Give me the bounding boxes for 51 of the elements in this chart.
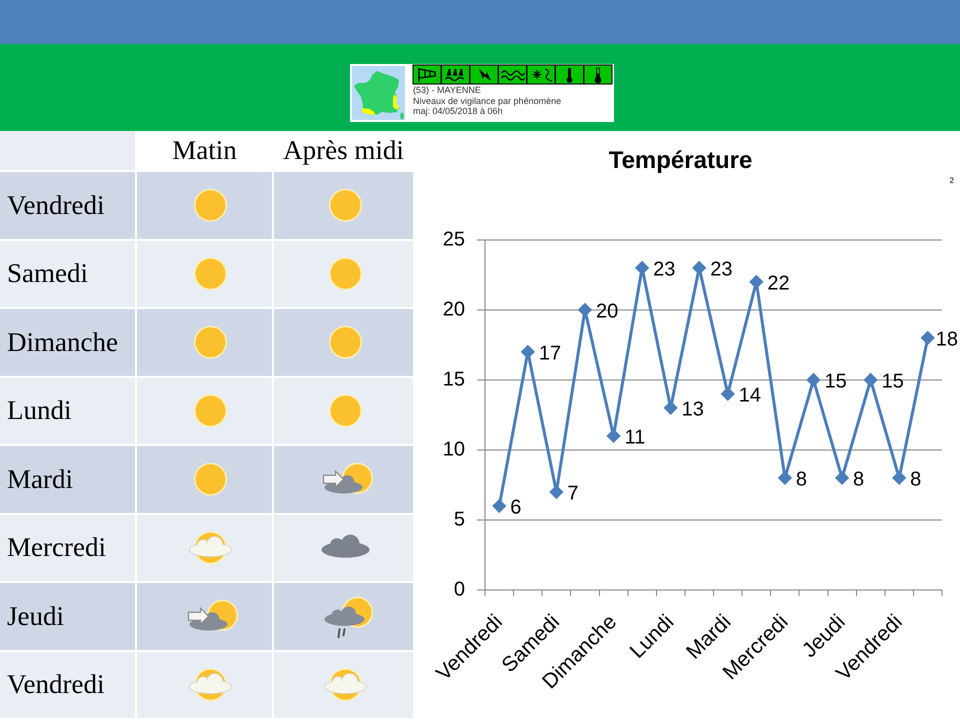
y-tick-label: 0 xyxy=(454,578,465,601)
point xyxy=(664,401,678,414)
y-tick-label: 25 xyxy=(442,228,465,250)
data-label: 23 xyxy=(653,258,676,280)
category-label: Lundi xyxy=(7,395,72,426)
category-label: Samedi xyxy=(7,258,88,288)
data-label: 8 xyxy=(796,468,808,490)
point xyxy=(750,275,763,288)
point xyxy=(521,345,534,358)
y-tick-label: 10 xyxy=(442,438,465,460)
data-label: 20 xyxy=(596,300,618,322)
y-tick-label: 5 xyxy=(454,508,465,530)
point xyxy=(721,387,734,400)
category-label: Après midi xyxy=(283,135,404,166)
point xyxy=(550,485,563,498)
point xyxy=(692,261,706,274)
y-tick-label: 15 xyxy=(442,368,465,390)
data-label: 7 xyxy=(567,482,579,504)
data-label: 18 xyxy=(936,328,958,350)
point xyxy=(578,303,592,316)
point xyxy=(492,499,506,512)
text: Niveaux de vigilance par phénomène xyxy=(413,96,562,106)
point xyxy=(921,331,934,344)
data-label: 17 xyxy=(538,342,562,364)
point xyxy=(836,471,849,484)
data-label: 11 xyxy=(624,426,646,448)
data-label: 14 xyxy=(738,384,762,406)
category-label: Dimanche xyxy=(7,326,118,357)
point xyxy=(892,471,906,484)
text: maj: 04/05/2018 à 06h xyxy=(413,106,503,117)
category-label: Matin xyxy=(172,135,237,166)
text: (53) - MAYENNE xyxy=(413,85,481,96)
chart-title: Température xyxy=(608,147,752,174)
category-label: Mardi xyxy=(7,464,73,494)
data-label: 8 xyxy=(910,468,922,490)
data-label: 23 xyxy=(710,258,732,280)
y-tick-label: 20 xyxy=(442,298,465,320)
data-label: 8 xyxy=(853,468,864,490)
point xyxy=(864,373,878,386)
point xyxy=(636,261,649,274)
data-label: 13 xyxy=(682,398,704,420)
category-label: Mercredi xyxy=(7,532,106,562)
data-label: 15 xyxy=(824,370,847,392)
text: 2 xyxy=(950,176,955,186)
point xyxy=(778,471,792,484)
data-label: 15 xyxy=(882,370,904,392)
point xyxy=(607,429,620,442)
category-label: Vendredi xyxy=(7,190,104,220)
data-label: 22 xyxy=(767,272,790,294)
point xyxy=(806,373,820,386)
data-label: 6 xyxy=(510,496,522,518)
